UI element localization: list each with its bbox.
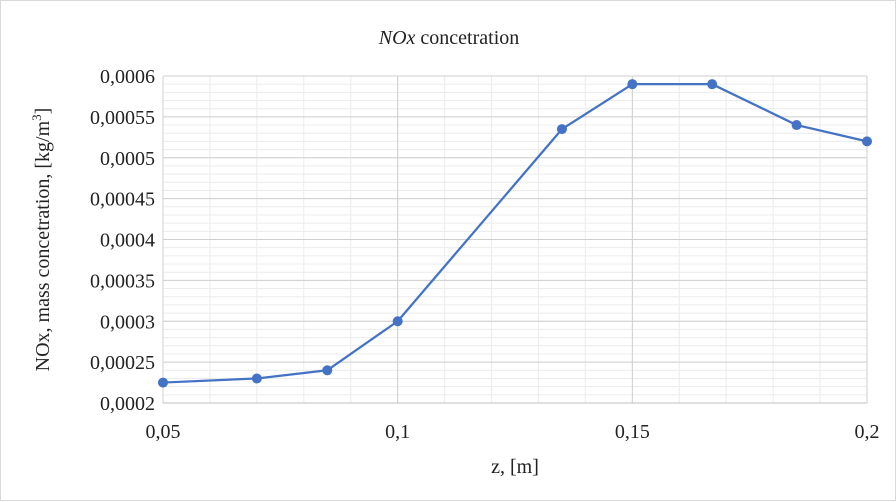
data-point [392, 316, 403, 327]
y-tick-label: 0,0006 [100, 66, 155, 88]
data-point [707, 79, 718, 90]
data-point [322, 365, 333, 376]
y-tick-label: 0,0002 [100, 393, 155, 415]
y-tick-label: 0,0004 [100, 230, 155, 252]
data-point [627, 79, 638, 90]
major-grid [162, 75, 868, 404]
data-point [251, 373, 262, 384]
data-point [791, 120, 802, 131]
x-tick-labels: 0,05 0,1 0,15 0,2 [146, 421, 880, 443]
y-axis-title: NOx, mass concetration, [kg/m3] [29, 108, 54, 372]
x-tick-label: 0,1 [385, 421, 410, 443]
y-tick-label: 0,00055 [90, 107, 155, 129]
y-tick-label: 0,00045 [90, 189, 155, 211]
x-tick-label: 0,05 [146, 421, 181, 443]
x-tick-label: 0,2 [855, 421, 880, 443]
y-tick-label: 0,00035 [90, 270, 155, 292]
data-point [556, 124, 567, 135]
y-tick-label: 0,0003 [100, 311, 155, 333]
series-layer [158, 79, 872, 388]
y-tick-label: 0,0005 [100, 148, 155, 170]
x-tick-label: 0,15 [615, 421, 650, 443]
data-point [158, 377, 168, 388]
y-tick-labels: 0,0002 0,00025 0,0003 0,00035 0,0004 0,00045 0… [90, 66, 155, 415]
data-point [862, 136, 872, 147]
x-axis-title: z, [m] [491, 456, 539, 478]
chart-title: NOx concetration [378, 27, 520, 49]
y-tick-label: 0,00025 [90, 352, 155, 374]
